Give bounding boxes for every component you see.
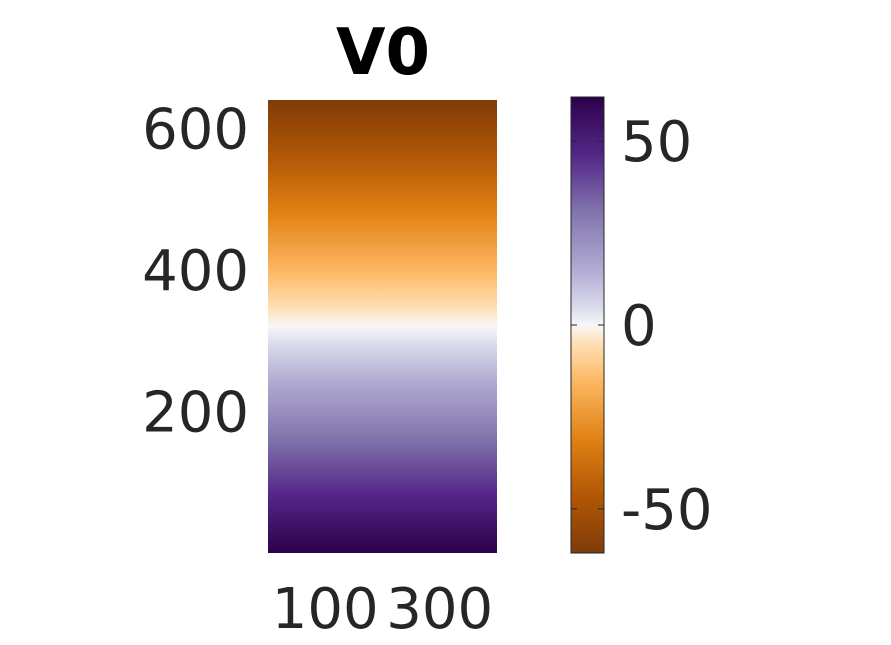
- heatmap-plot-area: [268, 100, 497, 553]
- colorbar-tick-label: 0: [621, 294, 657, 359]
- x-tick-label: 300: [386, 577, 493, 642]
- x-axis-ticks: 100 300: [272, 577, 493, 642]
- colorbar-tick-label: -50: [621, 478, 712, 543]
- y-tick-label: 600: [142, 97, 249, 162]
- y-tick-label: 200: [142, 380, 249, 445]
- y-tick-label: 400: [142, 239, 249, 304]
- x-tick-label: 100: [272, 577, 379, 642]
- y-axis-ticks: 200 400 600: [142, 97, 249, 445]
- colorbar-ticks: -50 0 50: [571, 110, 712, 543]
- chart-title: V0: [336, 16, 430, 90]
- colorbar-tick-label: 50: [621, 110, 692, 175]
